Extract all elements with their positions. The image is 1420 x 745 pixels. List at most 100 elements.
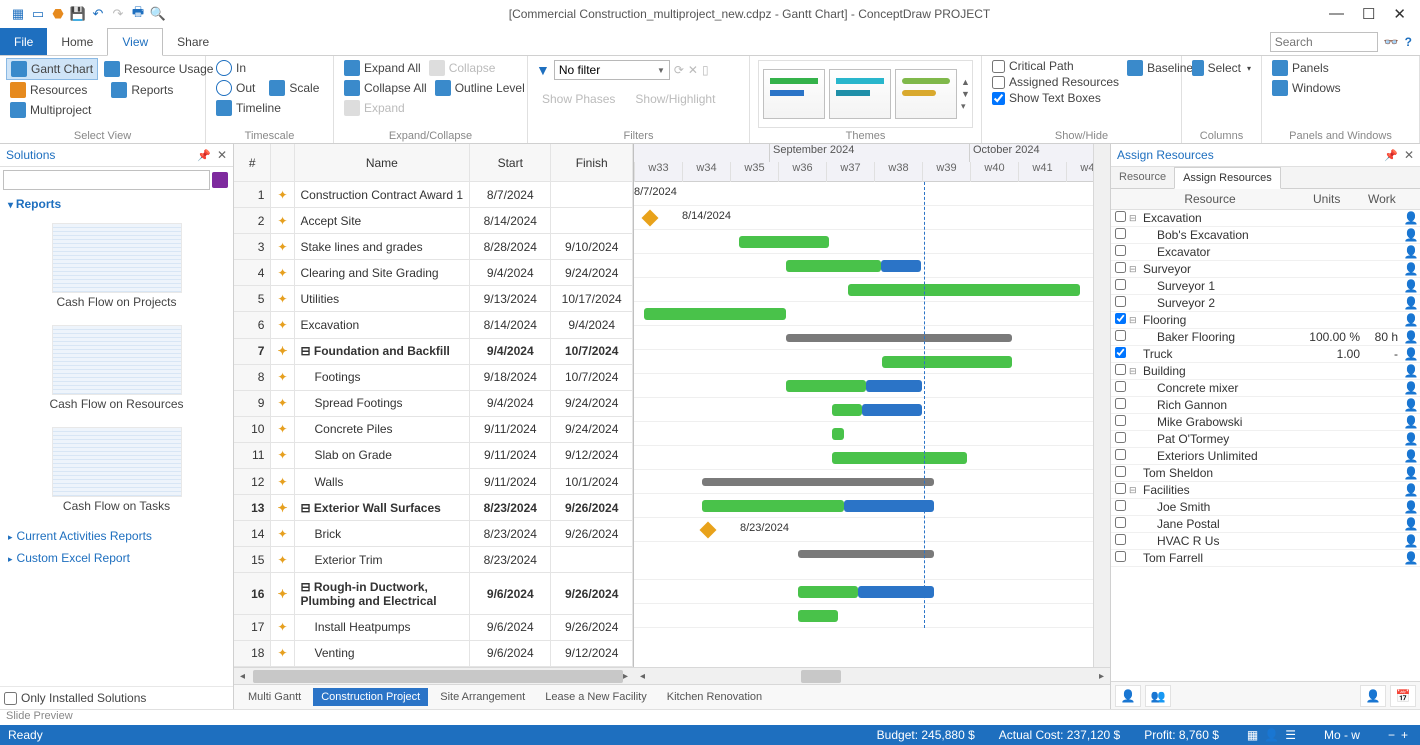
resource-row[interactable]: Excavator 👤: [1111, 244, 1420, 261]
gantt-row[interactable]: 8/23/2024: [634, 518, 1093, 542]
gantt-chart-button[interactable]: Gantt Chart: [6, 58, 98, 80]
reports-group[interactable]: Reports: [0, 193, 233, 215]
gantt-row[interactable]: [634, 422, 1093, 446]
gantt-row[interactable]: [634, 398, 1093, 422]
qat-shield-icon[interactable]: ⬣: [50, 6, 66, 22]
task-row[interactable]: 12 ✦ Walls 9/11/202410/1/2024: [234, 469, 633, 495]
vertical-scrollbar[interactable]: [1093, 144, 1110, 667]
qat-new-icon[interactable]: ▦: [10, 6, 26, 22]
task-row[interactable]: 18 ✦ Venting 9/6/20249/12/2024: [234, 641, 633, 667]
resource-sheet-button[interactable]: 📅: [1390, 685, 1416, 707]
resource-row[interactable]: ⊟ Flooring 👤: [1111, 312, 1420, 329]
gantt-row[interactable]: [634, 254, 1093, 278]
qat-preview-icon[interactable]: 🔍: [150, 6, 166, 22]
resource-row[interactable]: Bob's Excavation 👤: [1111, 227, 1420, 244]
table-hscroll[interactable]: ◂▸: [234, 667, 634, 684]
tab-view[interactable]: View: [107, 28, 163, 56]
resource-row[interactable]: Mike Grabowski 👤: [1111, 414, 1420, 431]
res-col-resource[interactable]: Resource: [1111, 189, 1309, 209]
collapse-all-button[interactable]: Collapse All: [340, 78, 431, 98]
task-row[interactable]: 15 ✦ Exterior Trim 8/23/2024: [234, 547, 633, 573]
gantt-row[interactable]: [634, 278, 1093, 302]
resource-row[interactable]: Baker Flooring 100.00 % 80 h 👤: [1111, 329, 1420, 346]
resources-button[interactable]: Resources: [6, 80, 91, 100]
gantt-row[interactable]: [634, 350, 1093, 374]
clear-filter-icon[interactable]: ✕: [688, 63, 698, 77]
resource-row[interactable]: Surveyor 2 👤: [1111, 295, 1420, 312]
resource-row[interactable]: Tom Sheldon 👤: [1111, 465, 1420, 482]
resource-row[interactable]: Pat O'Tormey 👤: [1111, 431, 1420, 448]
assign-button[interactable]: 👤: [1360, 685, 1386, 707]
res-col-units[interactable]: Units: [1309, 189, 1364, 209]
theme-3[interactable]: [895, 69, 957, 119]
only-installed-checkbox[interactable]: Only Installed Solutions: [0, 686, 233, 709]
qat-save-icon[interactable]: 💾: [70, 6, 86, 22]
col-name[interactable]: Name: [295, 144, 471, 182]
resource-usage-button[interactable]: Resource Usage: [100, 58, 217, 80]
report-item[interactable]: Cash Flow on Tasks: [0, 419, 233, 521]
gantt-row[interactable]: 8/14/2024: [634, 206, 1093, 230]
task-row[interactable]: 6 ✦ Excavation 8/14/20249/4/2024: [234, 312, 633, 338]
save-filter-icon[interactable]: ▯: [702, 63, 709, 77]
sheet-tab[interactable]: Construction Project: [313, 688, 428, 706]
add-resource-button[interactable]: 👤: [1115, 685, 1141, 707]
res-col-work[interactable]: Work: [1364, 189, 1402, 209]
show-phases-button[interactable]: Show Phases: [538, 90, 619, 108]
resource-row[interactable]: Concrete mixer 👤: [1111, 380, 1420, 397]
task-row[interactable]: 9 ✦ Spread Footings 9/4/20249/24/2024: [234, 391, 633, 417]
resource-row[interactable]: Rich Gannon 👤: [1111, 397, 1420, 414]
solutions-search-input[interactable]: [3, 170, 210, 190]
task-row[interactable]: 14 ✦ Brick 8/23/20249/26/2024: [234, 521, 633, 547]
expand-all-button[interactable]: Expand All: [340, 58, 425, 78]
pin-icon[interactable]: 📌: [197, 149, 211, 162]
panels-button[interactable]: Panels: [1268, 58, 1413, 78]
windows-button[interactable]: Windows: [1268, 78, 1413, 98]
task-row[interactable]: 2 ✦ Accept Site 8/14/2024: [234, 208, 633, 234]
resource-row[interactable]: HVAC R Us 👤: [1111, 533, 1420, 550]
zoom-in-button[interactable]: In: [212, 58, 250, 78]
filter-dropdown[interactable]: No filter▼: [554, 60, 670, 80]
sheet-tab[interactable]: Kitchen Renovation: [659, 688, 770, 706]
theme-more-icon[interactable]: ▾: [961, 101, 970, 112]
help-icon[interactable]: ?: [1405, 35, 1412, 49]
resource-row[interactable]: Joe Smith 👤: [1111, 499, 1420, 516]
gantt-row[interactable]: [634, 374, 1093, 398]
pin-icon[interactable]: 📌: [1384, 149, 1398, 162]
task-row[interactable]: 8 ✦ Footings 9/18/202410/7/2024: [234, 365, 633, 391]
theme-up-icon[interactable]: ▲: [961, 77, 970, 87]
refresh-icon[interactable]: ⟳: [674, 63, 684, 77]
tab-home[interactable]: Home: [47, 28, 107, 55]
task-row[interactable]: 4 ✦ Clearing and Site Grading 9/4/20249/…: [234, 260, 633, 286]
sb-zoom-in-icon[interactable]: +: [1401, 728, 1408, 742]
resource-row[interactable]: Surveyor 1 👤: [1111, 278, 1420, 295]
assigned-resources-checkbox[interactable]: Assigned Resources: [988, 74, 1123, 90]
solutions-link[interactable]: Custom Excel Report: [8, 547, 225, 569]
solutions-link[interactable]: Current Activities Reports: [8, 525, 225, 547]
col-finish[interactable]: Finish: [551, 144, 633, 182]
gantt-row[interactable]: [634, 542, 1093, 580]
col-num[interactable]: #: [234, 144, 271, 182]
resource-row[interactable]: Jane Postal 👤: [1111, 516, 1420, 533]
gantt-row[interactable]: [634, 446, 1093, 470]
collapse-button[interactable]: Collapse: [425, 58, 500, 78]
binoculars-icon[interactable]: 👓: [1384, 35, 1399, 49]
minimize-icon[interactable]: —: [1329, 5, 1344, 23]
expand-button[interactable]: Expand: [340, 98, 521, 118]
gantt-row[interactable]: [634, 494, 1093, 518]
resource-row[interactable]: ⊟ Building 👤: [1111, 363, 1420, 380]
task-row[interactable]: 10 ✦ Concrete Piles 9/11/20249/24/2024: [234, 417, 633, 443]
outline-level-button[interactable]: Outline Level: [431, 78, 529, 98]
assign-tab[interactable]: Assign Resources: [1174, 167, 1281, 189]
theme-down-icon[interactable]: ▼: [961, 89, 970, 99]
search-input[interactable]: [1270, 32, 1378, 52]
sb-zoom-out-icon[interactable]: −: [1388, 728, 1395, 742]
task-row[interactable]: 5 ✦ Utilities 9/13/202410/17/2024: [234, 286, 633, 312]
sheet-tab[interactable]: Site Arrangement: [432, 688, 533, 706]
report-item[interactable]: Cash Flow on Resources: [0, 317, 233, 419]
resource-row[interactable]: Exteriors Unlimited 👤: [1111, 448, 1420, 465]
task-row[interactable]: 11 ✦ Slab on Grade 9/11/20249/12/2024: [234, 443, 633, 469]
task-row[interactable]: 17 ✦ Install Heatpumps 9/6/20249/26/2024: [234, 615, 633, 641]
gantt-row[interactable]: [634, 326, 1093, 350]
task-row[interactable]: 13 ✦ ⊟ Exterior Wall Surfaces 8/23/20249…: [234, 495, 633, 521]
add-group-button[interactable]: 👥: [1145, 685, 1171, 707]
